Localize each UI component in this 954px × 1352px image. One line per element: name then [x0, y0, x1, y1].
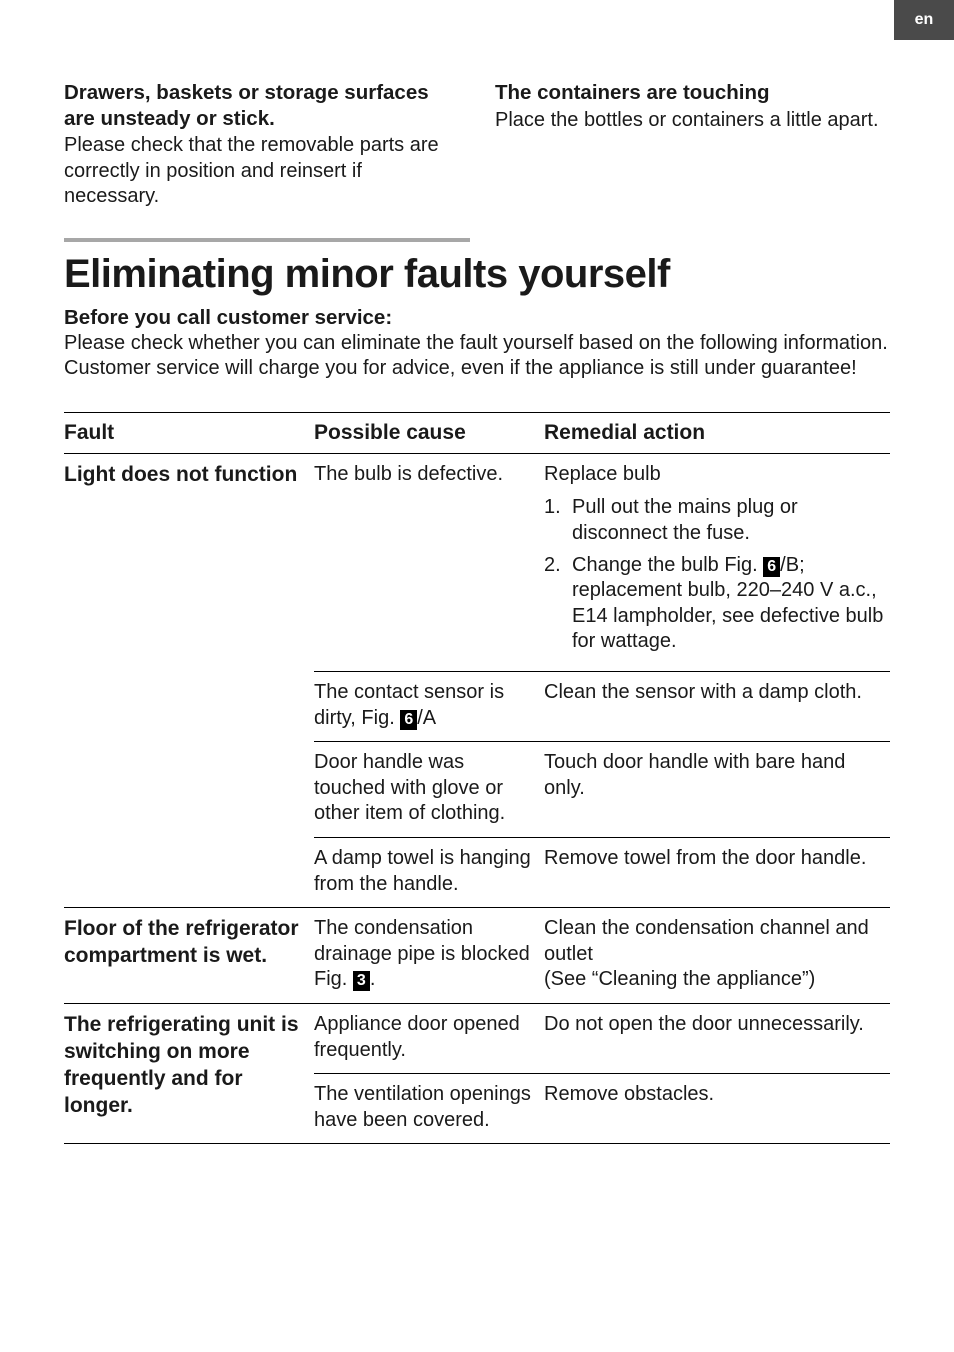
cell-action: Clean the sensor with a damp cloth.: [544, 672, 890, 742]
table-header-row: Fault Possible cause Remedial action: [64, 412, 890, 453]
fig-suffix: .: [370, 968, 376, 990]
top-two-column: Drawers, baskets or storage surfaces are…: [64, 80, 890, 210]
table-row: Floor of the refrigerator compartment is…: [64, 908, 890, 1004]
fig-ref-icon: 3: [353, 971, 370, 991]
language-tab: en: [894, 0, 954, 40]
drawers-heading: Drawers, baskets or storage surfaces are…: [64, 80, 459, 131]
header-action: Remedial action: [544, 412, 890, 453]
cell-cause: The bulb is defective.: [314, 453, 544, 671]
cell-cause: A damp towel is hanging from the handle.: [314, 837, 544, 907]
cell-action: Touch door handle with bare hand only.: [544, 742, 890, 838]
cell-cause: The condensation drainage pipe is blocke…: [314, 908, 544, 1004]
section-divider: [64, 238, 470, 242]
header-cause: Possible cause: [314, 412, 544, 453]
cell-cause: Appliance door opened frequently.: [314, 1003, 544, 1073]
remedy-steps: Pull out the mains plug or disconnect th…: [544, 495, 884, 655]
top-left-col: Drawers, baskets or storage surfaces are…: [64, 80, 459, 210]
fig-label: Fig.: [361, 707, 394, 729]
cause-text: The condensation drainage pipe is blocke…: [314, 917, 530, 965]
fig-ref-icon: 6: [763, 557, 780, 577]
action-lead: Replace bulb: [544, 463, 661, 485]
cell-fault: The refrigerating unit is switching on m…: [64, 1003, 314, 1143]
cell-cause: Door handle was touched with glove or ot…: [314, 742, 544, 838]
fig-ref-icon: 6: [400, 710, 417, 730]
fig-label: Fig.: [724, 554, 757, 576]
fault-table: Fault Possible cause Remedial action Lig…: [64, 412, 890, 1144]
page-content: Drawers, baskets or storage surfaces are…: [0, 0, 954, 1184]
section-title: Eliminating minor faults yourself: [64, 252, 890, 297]
top-right-col: The containers are touching Place the bo…: [495, 80, 890, 210]
step-text: Change the bulb: [572, 554, 724, 576]
table-row: The refrigerating unit is switching on m…: [64, 1003, 890, 1073]
cell-action: Do not open the door unnecessarily.: [544, 1003, 890, 1073]
cell-fault: Light does not function: [64, 453, 314, 907]
header-fault: Fault: [64, 412, 314, 453]
table-row: Light does not function The bulb is defe…: [64, 453, 890, 671]
containers-body: Place the bottles or containers a little…: [495, 108, 890, 134]
fig-label: Fig.: [314, 968, 347, 990]
cell-action: Replace bulb Pull out the mains plug or …: [544, 453, 890, 671]
fig-suffix: /B: [780, 554, 799, 576]
remedy-step: Pull out the mains plug or disconnect th…: [544, 495, 884, 546]
cell-fault: Floor of the refrigerator compartment is…: [64, 908, 314, 1004]
cell-cause: The ventilation openings have been cover…: [314, 1074, 544, 1144]
drawers-body: Please check that the removable parts ar…: [64, 133, 459, 210]
cell-cause: The contact sensor is dirty, Fig. 6/A: [314, 672, 544, 742]
cell-action: Remove towel from the door handle.: [544, 837, 890, 907]
containers-heading: The containers are touching: [495, 80, 890, 106]
remedy-step: Change the bulb Fig. 6/B; replacement bu…: [544, 553, 884, 655]
fig-suffix: /A: [417, 707, 436, 729]
cell-action: Clean the condensation channel and outle…: [544, 908, 890, 1004]
cell-action: Remove obstacles.: [544, 1074, 890, 1144]
intro-body: Please check whether you can eliminate t…: [64, 331, 890, 382]
intro-heading: Before you call customer service:: [64, 305, 890, 331]
